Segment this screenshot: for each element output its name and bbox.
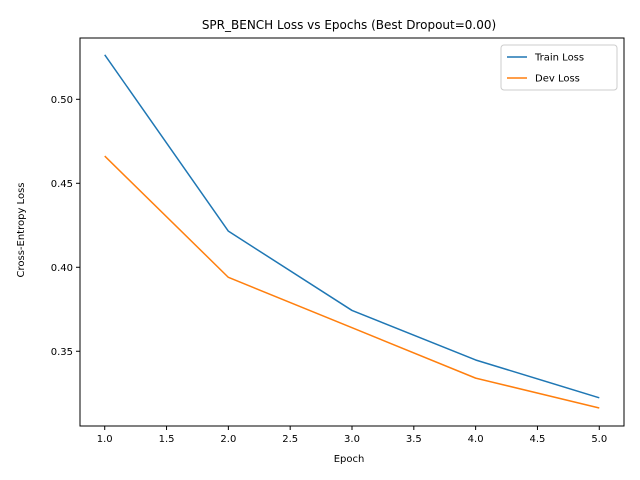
x-axis-title: Epoch	[334, 454, 365, 465]
legend-box	[500, 44, 618, 91]
x-tick-label: 2.5	[282, 434, 298, 445]
series-line-dev-loss	[104, 155, 600, 409]
chart-title: SPR_BENCH Loss vs Epochs (Best Dropout=0…	[202, 18, 496, 32]
y-tick-label: 0.35	[51, 347, 73, 358]
x-tick-label: 1.5	[159, 434, 175, 445]
y-tick-label: 0.40	[51, 263, 73, 274]
x-tick-label: 5.0	[591, 434, 607, 445]
x-tick-label: 3.5	[406, 434, 422, 445]
y-tick-label: 0.45	[51, 179, 73, 190]
x-tick-label: 4.5	[530, 434, 546, 445]
plot-area	[104, 54, 600, 409]
series-line-train-loss	[104, 54, 600, 399]
x-tick-label: 4.0	[468, 434, 484, 445]
x-tick-label: 1.0	[97, 434, 113, 445]
legend-label: Dev Loss	[535, 74, 580, 85]
y-axis-title: Cross-Entropy Loss	[16, 183, 27, 278]
x-tick-label: 3.0	[344, 434, 360, 445]
x-axis: 1.0 1.5 2.0 2.5 3.0 3.5 4.0 4.5 5.0	[97, 426, 607, 445]
axes-frame	[79, 37, 625, 427]
y-tick-label: 0.50	[51, 95, 73, 106]
y-axis: 0.35 0.40 0.45 0.50	[51, 95, 80, 358]
x-tick-label: 2.0	[220, 434, 236, 445]
legend-label: Train Loss	[534, 53, 584, 64]
legend: Train Loss Dev Loss	[500, 44, 618, 91]
